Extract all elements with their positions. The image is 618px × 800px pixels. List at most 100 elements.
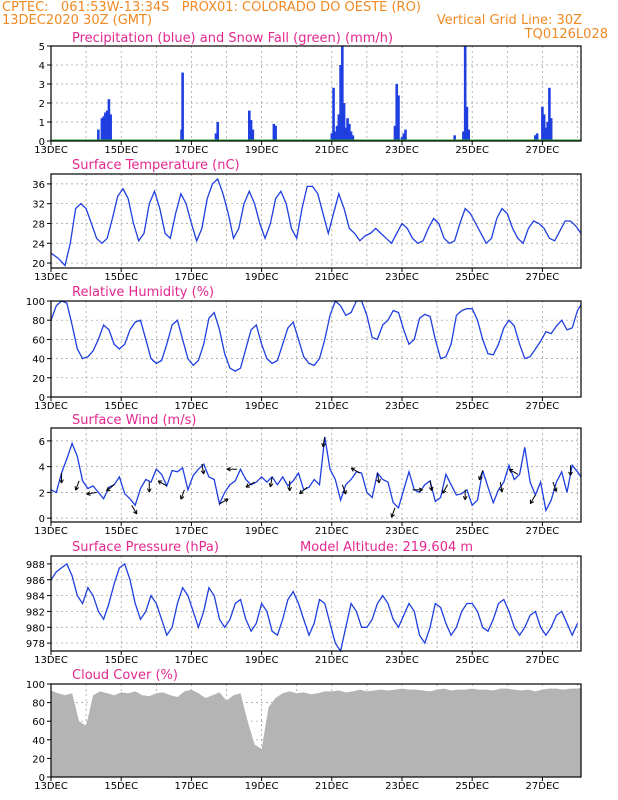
panel-annotation: Model Altitude: 219.604 m: [300, 540, 473, 555]
wind-arrow-head: [499, 487, 504, 493]
x-tick-label: 13DEC: [34, 145, 68, 156]
y-tick-label: 6: [39, 437, 45, 448]
y-tick-label: 1: [39, 118, 45, 129]
plot-frame: [50, 300, 582, 398]
precip-bar: [402, 133, 406, 141]
panel-3: Surface Wind (m/s) 0 2 4 6 13DEC 15DEC 17DEC 19D…: [34, 413, 582, 537]
y-tick-label: 978: [26, 639, 45, 650]
wind-arrow-head: [74, 486, 79, 491]
x-tick-label: 17DEC: [175, 655, 209, 666]
wind-arrow-head: [200, 469, 206, 475]
wind-arrow: [75, 480, 80, 491]
wind-arrow: [429, 480, 433, 491]
x-tick-label: 23DEC: [385, 401, 419, 412]
x-tick-label: 27DEC: [526, 655, 560, 666]
x-tick-label: 25DEC: [455, 781, 489, 792]
x-tick-label: 17DEC: [175, 526, 209, 537]
x-tick-label: 15DEC: [104, 655, 138, 666]
header-line2-right: Vertical Grid Line: 30Z: [436, 13, 582, 28]
panel-title: Surface Pressure (hPa): [72, 540, 219, 555]
y-tick-label: 20: [32, 374, 45, 385]
wind-arrow: [478, 470, 484, 481]
y-tick-label: 2: [39, 488, 45, 499]
precip-bar: [344, 127, 348, 141]
y-tick-label: 20: [32, 259, 45, 270]
wind-arrow-head: [245, 483, 250, 488]
precip-bar: [339, 65, 342, 141]
y-tick-label: 24: [32, 239, 45, 250]
x-tick-label: 23DEC: [385, 145, 419, 156]
wind-arrow-head: [146, 488, 152, 493]
precip-bar: [214, 133, 218, 141]
x-tick-label: 15DEC: [104, 145, 138, 156]
y-tick-label: 80: [32, 316, 45, 327]
wind-arrow: [529, 494, 536, 504]
wind-arrow: [219, 498, 229, 505]
y-tick-label: 0: [39, 773, 45, 784]
wind-arrow: [131, 505, 138, 515]
wind-arrow-head: [268, 482, 274, 488]
precip-bar: [342, 103, 346, 141]
y-tick-label: 5: [39, 42, 45, 53]
y-tick-label: 988: [26, 560, 45, 571]
precip-bar: [334, 131, 337, 141]
x-tick-label: 23DEC: [385, 655, 419, 666]
wind-arrow: [552, 481, 557, 492]
precip-bar: [104, 112, 107, 141]
plot-frame: [50, 683, 582, 778]
x-tick-label: 25DEC: [455, 655, 489, 666]
wind-arrow-head: [86, 491, 91, 496]
precip-bar: [332, 87, 335, 141]
x-tick-label: 17DEC: [175, 145, 209, 156]
wind-arrow: [157, 480, 168, 487]
y-tick-label: 60: [32, 335, 45, 346]
x-tick-label: 21DEC: [315, 272, 349, 283]
panel-1: Surface Temperature (nC) 20 24 28 32 36 13DEC 1…: [32, 158, 582, 283]
cloud-area: [51, 687, 581, 777]
precip-bar: [349, 131, 353, 141]
x-tick-label: 27DEC: [526, 781, 560, 792]
precip-bar: [463, 46, 467, 141]
wind-arrow: [299, 486, 308, 495]
x-tick-label: 27DEC: [526, 526, 560, 537]
header-line1: CPTEC: 061:53W-13:34S PROX01: COLORADO D…: [2, 0, 421, 15]
x-tick-label: 17DEC: [175, 401, 209, 412]
precip-bar: [346, 118, 349, 141]
x-tick-label: 13DEC: [34, 655, 68, 666]
y-tick-label: 0: [39, 393, 45, 404]
wind-arrow-head: [428, 486, 434, 491]
y-tick-label: 980: [26, 623, 45, 634]
y-tick-label: 986: [26, 576, 45, 587]
wind-arrow-head: [157, 480, 163, 485]
panel-title: Relative Humidity (%): [72, 285, 214, 300]
precip-bar: [351, 135, 355, 141]
y-tick-label: 28: [32, 219, 45, 230]
x-tick-label: 21DEC: [315, 401, 349, 412]
x-tick-label: 17DEC: [175, 781, 209, 792]
precip-bar: [549, 118, 553, 141]
y-tick-label: 100: [26, 680, 45, 691]
precip-bar: [248, 110, 251, 141]
y-tick-label: 60: [32, 717, 45, 728]
wind-arrow-head: [508, 468, 514, 474]
panel-4: Surface Pressure (hPa) Model Altitude: 21…: [26, 540, 582, 666]
precip-bar: [348, 123, 351, 141]
precip-bar: [395, 84, 399, 141]
x-tick-label: 25DEC: [455, 145, 489, 156]
wind-arrow: [106, 484, 115, 492]
precip-bar: [393, 125, 397, 141]
wind-arrow: [86, 491, 97, 495]
precip-bar: [465, 106, 469, 141]
series-line: [50, 177, 582, 267]
precip-bar: [251, 129, 255, 141]
x-tick-label: 17DEC: [175, 272, 209, 283]
wind-arrow: [376, 472, 380, 484]
plot-frame: [50, 427, 582, 523]
precip-bar: [337, 114, 341, 141]
precip-bar: [181, 72, 184, 141]
series-line: [50, 299, 582, 372]
precip-bar: [397, 95, 400, 141]
x-tick-label: 21DEC: [315, 655, 349, 666]
wind-arrow-head: [553, 487, 558, 492]
wind-arrow-head: [376, 478, 381, 484]
